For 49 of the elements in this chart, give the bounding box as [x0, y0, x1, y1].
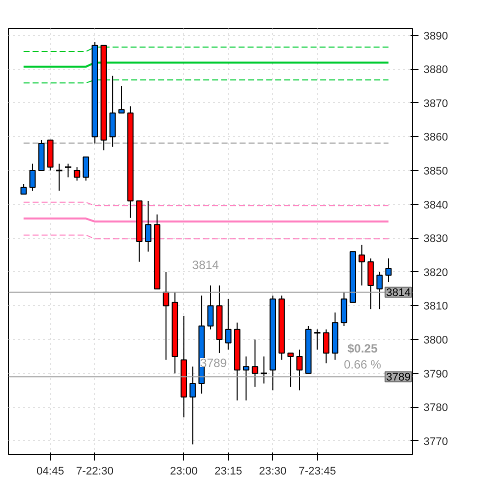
candlestick: [252, 339, 258, 388]
candlestick: [118, 85, 125, 114]
candlestick: [242, 356, 250, 401]
y-tick-label: 3800: [424, 334, 448, 347]
candlestick: [340, 292, 348, 327]
annotation: 3789: [200, 356, 228, 370]
candlestick: [55, 163, 64, 192]
y-tick-label: 3780: [424, 402, 448, 414]
candlestick: [376, 271, 383, 310]
candlestick: [358, 244, 365, 286]
x-tick-label: 23:15: [214, 466, 242, 478]
ref-line-label: 3814: [386, 287, 411, 300]
ref-line-label: 3789: [386, 372, 411, 384]
y-tick-label: 3810: [424, 300, 448, 313]
candlestick: [207, 284, 214, 330]
y-tick-label: 3820: [424, 266, 448, 279]
x-tick-label: 23:00: [170, 466, 198, 478]
candlestick: [20, 184, 27, 195]
y-tick-label: 3850: [424, 166, 448, 178]
candlestick: [64, 163, 72, 178]
y-tick-label: 3860: [424, 132, 448, 144]
candlestick: [385, 258, 392, 283]
y-tick-label: 3880: [424, 64, 448, 76]
candlestick: [190, 366, 196, 445]
candlestick: [287, 352, 294, 388]
x-tick-label: 23:30: [259, 466, 287, 478]
candlestick: [74, 166, 80, 182]
candlestick: [368, 258, 374, 310]
annotation: 3814: [192, 258, 220, 272]
y-tick-label: 3830: [424, 233, 448, 246]
candlestick: [313, 328, 322, 350]
candlestick: [260, 356, 268, 384]
y-tick-label: 3770: [424, 436, 448, 448]
candlestick: [296, 349, 303, 391]
candlestick: [323, 328, 330, 364]
x-tick-label: 04:45: [36, 466, 64, 478]
y-tick-label: 3790: [424, 368, 448, 380]
candlestick: [29, 163, 36, 192]
candlestick: [225, 298, 232, 350]
annotation: 0.66 %: [344, 358, 382, 372]
x-tick-label: 7-22:30: [76, 466, 114, 478]
candlestick: [109, 75, 116, 148]
y-tick-label: 3870: [424, 98, 448, 110]
annotation: $0.25: [347, 342, 378, 356]
y-tick-label: 3890: [424, 30, 448, 42]
x-tick-label: 7-23:45: [298, 466, 336, 478]
candlestick: [82, 156, 90, 182]
y-tick-label: 3840: [424, 199, 448, 212]
candlestick: [145, 200, 152, 252]
